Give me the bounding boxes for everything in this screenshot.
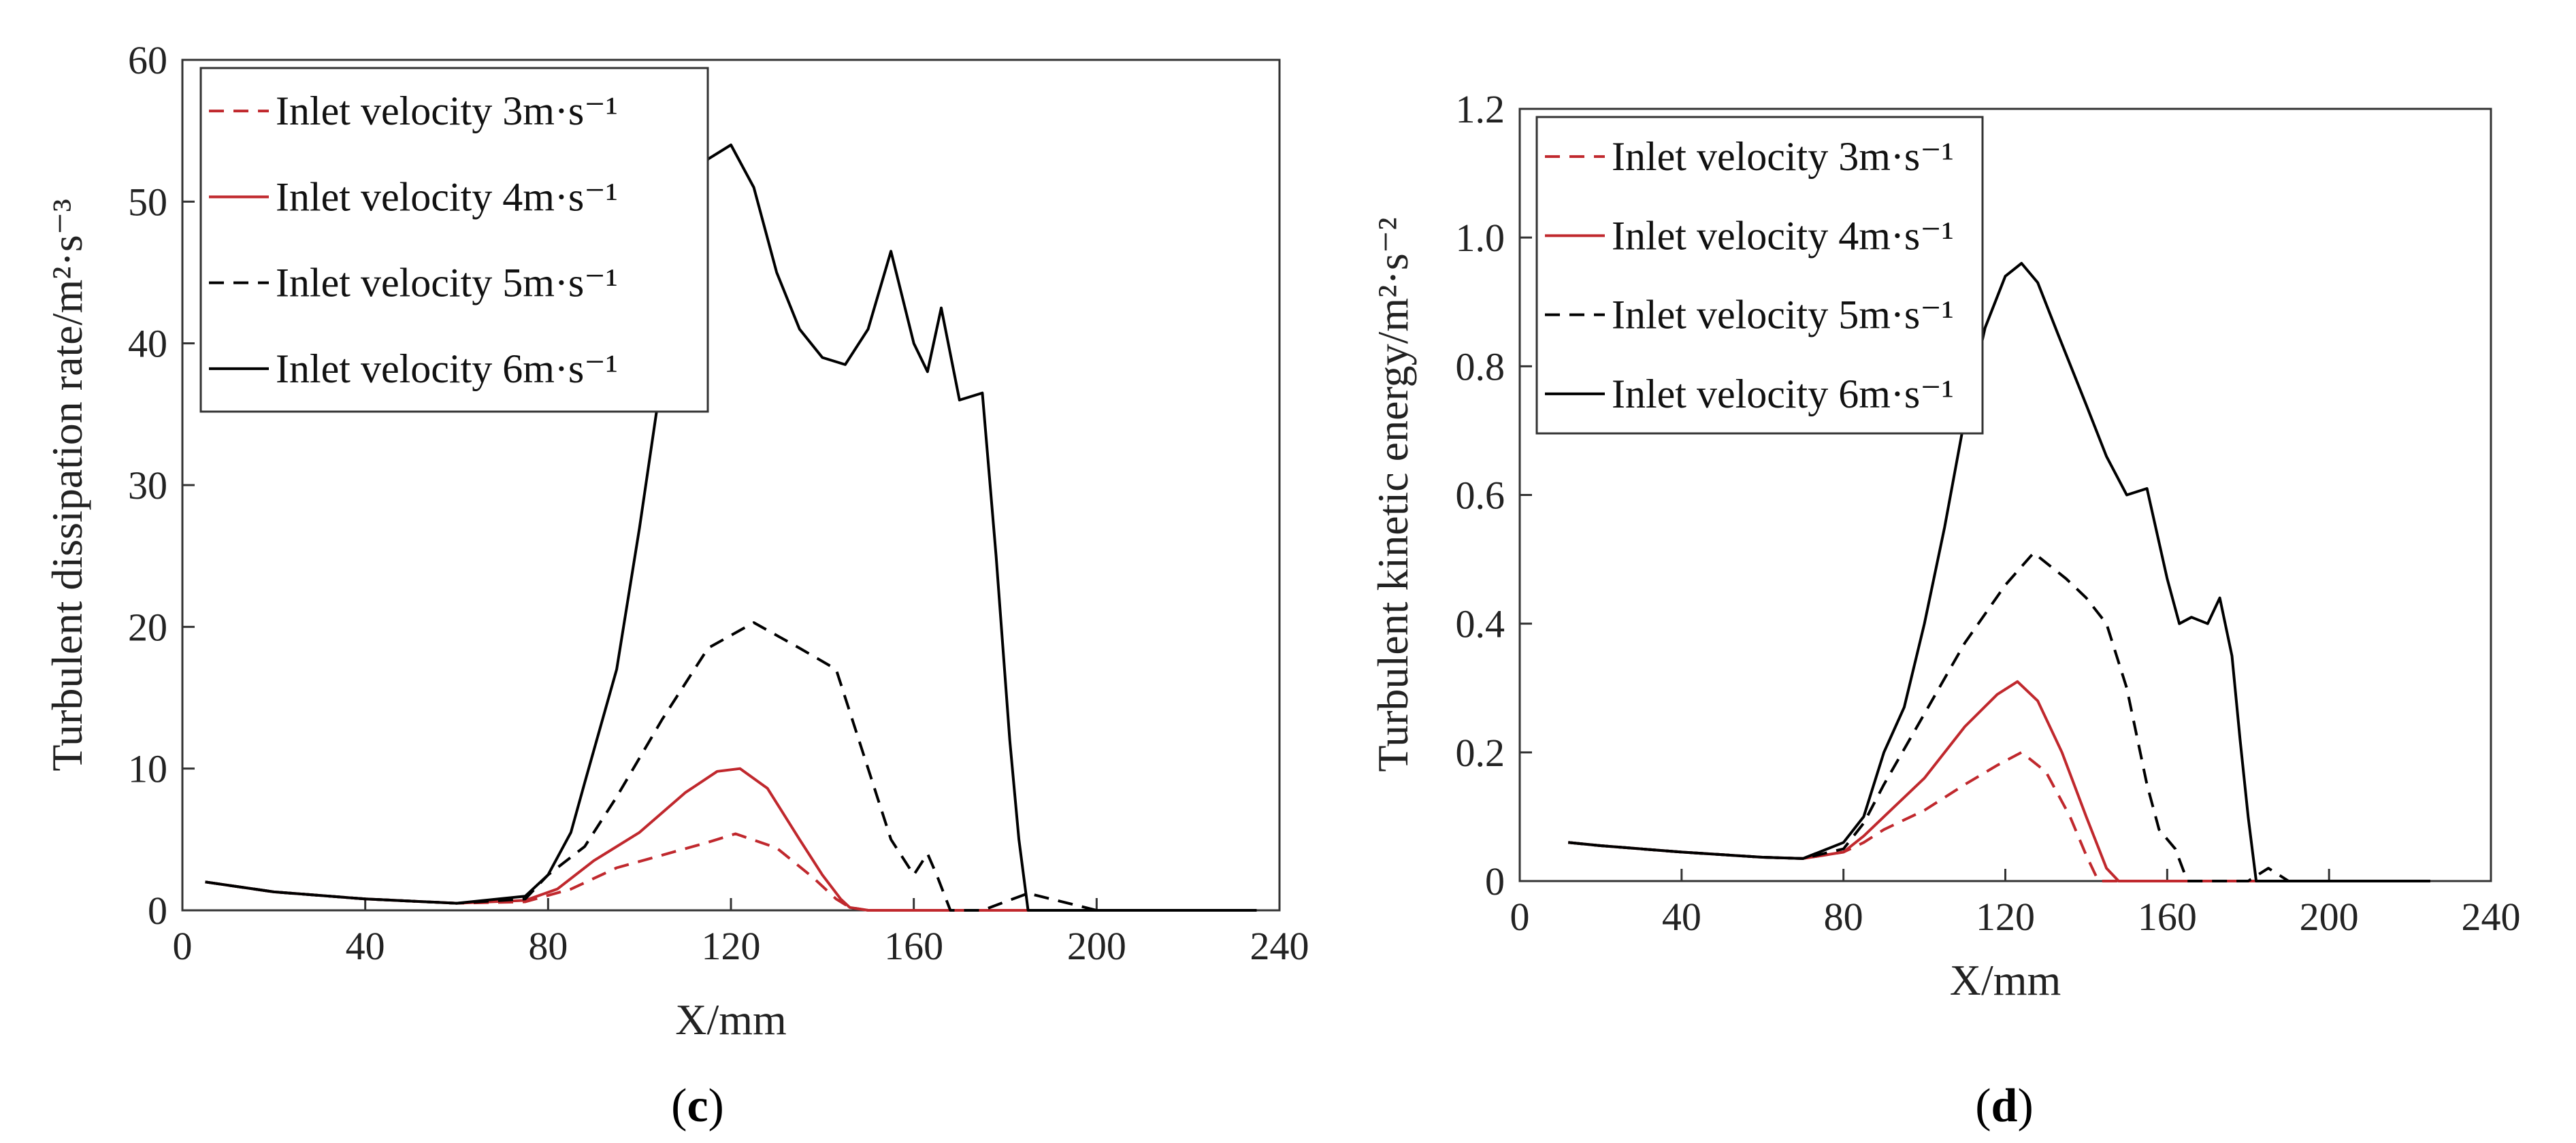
x-tick-label: 0 — [173, 924, 193, 968]
series-line-2 — [205, 767, 1257, 912]
x-tick-label: 120 — [702, 924, 761, 968]
legend-entry-label: Inlet velocity 4m·s⁻¹ — [276, 174, 618, 219]
y-tick-label: 30 — [128, 463, 167, 508]
x-tick-label: 160 — [2138, 895, 2197, 939]
y-tick-label: 0.8 — [1456, 344, 1505, 388]
x-tick-label: 240 — [1250, 924, 1309, 968]
x-tick-label: 0 — [1510, 895, 1530, 939]
legend-box — [199, 67, 709, 413]
y-tick-label: 0 — [148, 889, 167, 933]
x-tick-label: 40 — [346, 924, 385, 968]
legend-box — [1535, 116, 1984, 435]
series-line-3 — [1568, 551, 2430, 882]
legend-entry-label: Inlet velocity 3m·s⁻¹ — [276, 88, 618, 133]
panel-caption: (c) — [671, 1080, 724, 1132]
y-tick-label: 0 — [1485, 859, 1505, 904]
y-tick-label: 0.6 — [1456, 474, 1505, 518]
series-line-4 — [1568, 262, 2430, 882]
legend-entry-label: Inlet velocity 5m·s⁻¹ — [1612, 293, 1954, 337]
y-tick-label: 0.4 — [1456, 602, 1505, 646]
legend-entry-label: Inlet velocity 5m·s⁻¹ — [276, 261, 618, 305]
y-tick-label: 40 — [128, 322, 167, 366]
legend-entry-label: Inlet velocity 6m·s⁻¹ — [276, 346, 618, 391]
legend-entry-label: Inlet velocity 3m·s⁻¹ — [1612, 134, 1954, 179]
x-tick-label: 240 — [2462, 895, 2521, 939]
y-tick-label: 60 — [128, 38, 167, 82]
series-line-4 — [205, 144, 1257, 912]
legend-entry-label: Inlet velocity 6m·s⁻¹ — [1612, 371, 1954, 416]
y-axis-label: Turbulent dissipation rate/m²·s⁻³ — [43, 199, 91, 771]
x-tick-label: 40 — [1662, 895, 1701, 939]
chart-panel-c: 0 40 80 120 160 200 240 0 10 20 30 40 50 60 X/mm Turbul… — [43, 38, 1309, 1132]
x-tick-label: 200 — [2300, 895, 2359, 939]
x-tick-label: 80 — [1824, 895, 1863, 939]
series-line-1 — [1568, 750, 2430, 882]
x-tick-label: 200 — [1067, 924, 1126, 968]
chart-panel-d: 0 40 80 120 160 200 240 0 0.2 0.4 0.6 0.8 1.0 1.2 X/mm… — [1369, 87, 2521, 1132]
y-tick-label: 0.2 — [1456, 731, 1505, 775]
series-line-2 — [1568, 680, 2430, 882]
x-tick-label: 120 — [1976, 895, 2035, 939]
y-tick-label: 1.2 — [1456, 87, 1505, 131]
legend-entry-label: Inlet velocity 4m·s⁻¹ — [1612, 213, 1954, 258]
x-axis-label: X/mm — [1950, 956, 2061, 1004]
series-line-3 — [205, 621, 1257, 912]
x-axis-label: X/mm — [675, 995, 787, 1044]
y-axis-label: Turbulent kinetic energy/m²·s⁻² — [1369, 217, 1417, 772]
x-tick-label: 160 — [884, 924, 943, 968]
y-tick-label: 50 — [128, 180, 167, 224]
y-tick-label: 1.0 — [1456, 216, 1505, 260]
y-tick-label: 20 — [128, 605, 167, 649]
panel-caption: (d) — [1975, 1080, 2034, 1132]
y-tick-label: 10 — [128, 747, 167, 791]
x-tick-label: 80 — [528, 924, 568, 968]
